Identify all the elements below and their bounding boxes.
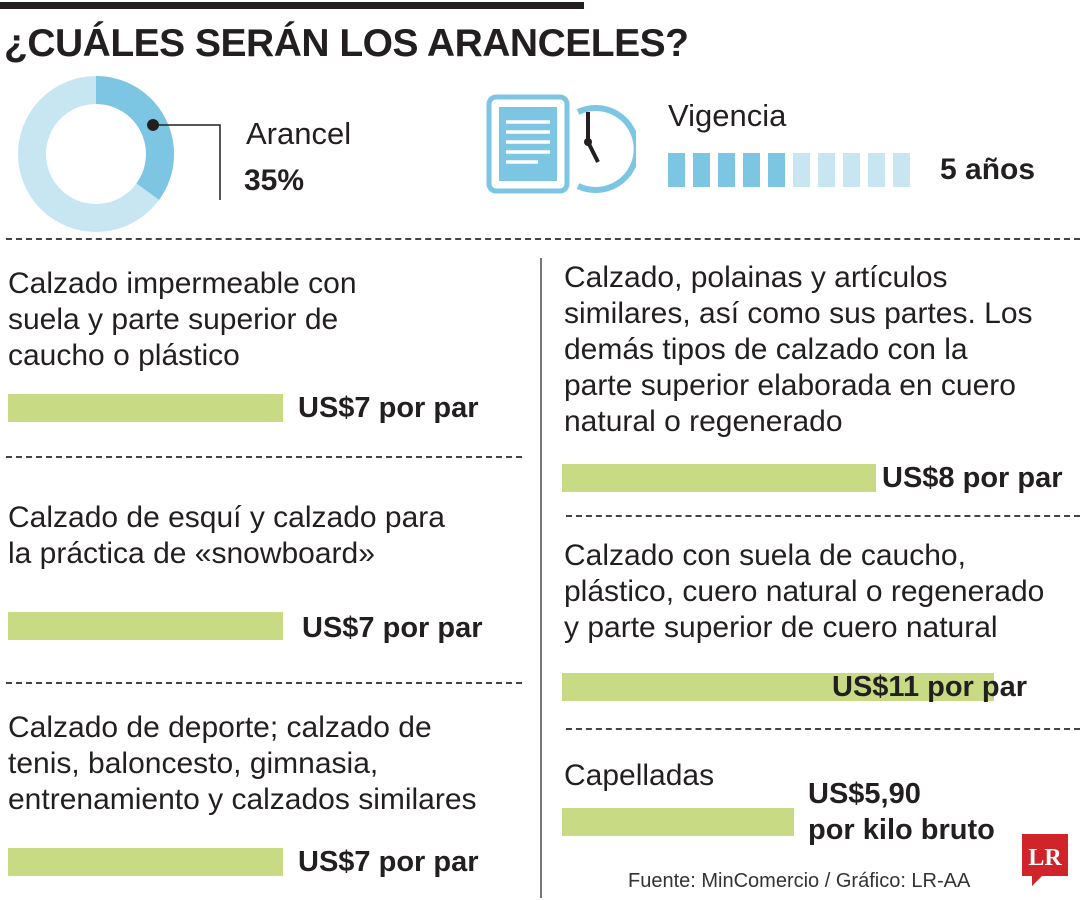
arancel-donut-chart (18, 76, 221, 232)
item-line: Capelladas (564, 759, 715, 792)
vigencia-block (818, 153, 835, 187)
tariff-price-5: US$11 por par (832, 671, 1028, 703)
tariff-price-3: US$7 por par (298, 846, 479, 878)
tariff-bar-6 (562, 808, 794, 836)
divider-left-1 (6, 456, 522, 458)
tariff-bar-2 (8, 612, 283, 640)
tariff-price-1: US$7 por par (298, 392, 479, 424)
divider-right-2 (566, 728, 1080, 730)
vigencia-block (768, 153, 785, 187)
tariff-item-4-description: Calzado, polainas y artículos similares,… (564, 260, 1033, 440)
price-line: por kilo bruto (808, 814, 995, 846)
vigencia-block (868, 153, 885, 187)
price-line: US$5,90 (808, 778, 921, 810)
tariff-bar-5 (562, 673, 994, 701)
tariff-item-3-description: Calzado de deporte; calzado de tenis, ba… (8, 710, 477, 818)
donut-leader-line (153, 124, 221, 200)
item-line: demás tipos de calzado con la (564, 333, 968, 366)
tariff-price-2: US$7 por par (302, 612, 483, 644)
vigencia-value: 5 años (940, 153, 1036, 186)
item-line: y parte superior de cuero natural (564, 611, 998, 644)
divider-right-1 (566, 515, 1080, 517)
source-credit: Fuente: MinComercio / Gráfico: LR-AA (628, 870, 971, 892)
item-line: entrenamiento y calzados similares (8, 783, 477, 816)
vigencia-block (693, 153, 710, 187)
vigencia-block (718, 153, 735, 187)
donut-arancel-slice (95, 76, 174, 200)
item-line: parte superior elaborada en cuero (564, 369, 1016, 402)
item-line: Calzado impermeable con (8, 267, 357, 300)
headline: ¿CUÁLES SERÁN LOS ARANCELES? (4, 22, 689, 65)
tariff-bar-3 (8, 848, 283, 876)
vigencia-block (793, 153, 810, 187)
item-line: Calzado de deporte; calzado de (8, 711, 432, 744)
vigencia-block (893, 153, 910, 187)
tariff-bar-1 (8, 394, 283, 422)
tariff-item-1-description: Calzado impermeable con suela y parte su… (8, 266, 357, 374)
lr-logo-icon: LR (1022, 834, 1068, 886)
vigencia-block (743, 153, 760, 187)
divider-left-2 (6, 682, 522, 684)
arancel-value: 35% (244, 164, 305, 197)
tariff-price-6: US$5,90 por kilo bruto (808, 776, 995, 848)
tariff-price-4: US$8 por par (882, 462, 1063, 494)
item-line: tenis, baloncesto, gimnasia, (8, 747, 379, 780)
item-line: plástico, cuero natural o regenerado (564, 575, 1045, 608)
vigencia-block (668, 153, 685, 187)
document-clock-icon (486, 94, 636, 194)
item-line: natural o regenerado (564, 405, 843, 438)
item-line: similares, así como sus partes. Los (564, 297, 1033, 330)
tariff-item-6-description: Capelladas (564, 758, 714, 794)
item-line: suela y parte superior de (8, 303, 339, 336)
tariff-bar-4 (562, 464, 876, 492)
top-rule (0, 2, 584, 9)
logo-text: LR (1028, 845, 1062, 871)
tariff-item-5-description: Calzado con suela de caucho, plástico, c… (564, 538, 1044, 646)
item-line: caucho o plástico (8, 339, 240, 372)
vigencia-label: Vigencia (668, 98, 787, 133)
divider-vertical (540, 258, 542, 898)
divider-top (6, 238, 1080, 240)
tariff-item-2-description: Calzado de esquí y calzado para la práct… (8, 500, 445, 572)
item-line: Calzado con suela de caucho, (564, 539, 966, 572)
vigencia-block (843, 153, 860, 187)
vigencia-blocks (668, 153, 910, 187)
item-line: la práctica de «snowboard» (8, 537, 375, 570)
item-line: Calzado, polainas y artículos (564, 261, 948, 294)
item-line: Calzado de esquí y calzado para (8, 501, 445, 534)
arancel-label: Arancel (246, 116, 352, 151)
